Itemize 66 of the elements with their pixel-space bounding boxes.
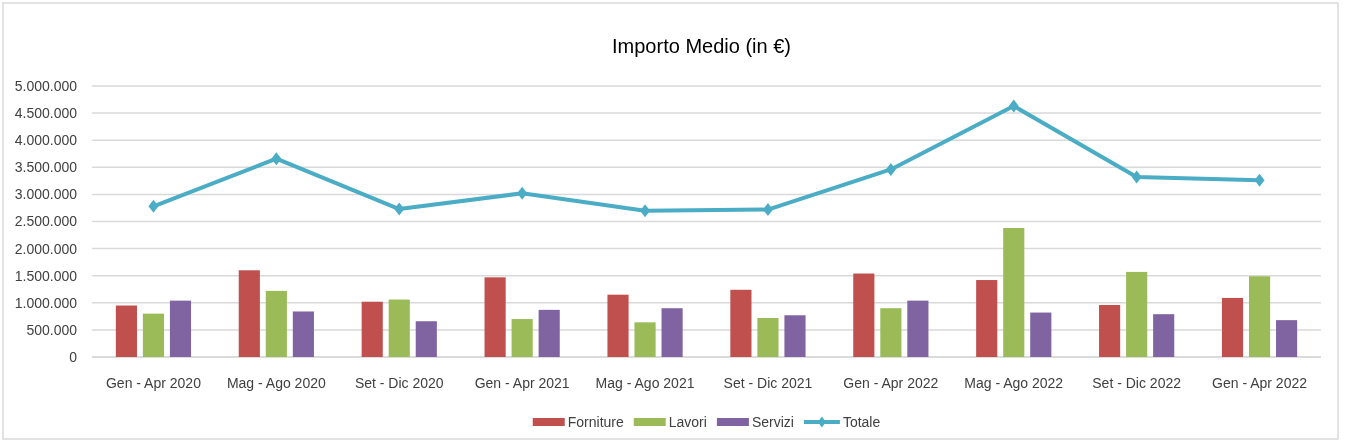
y-tick-label: 5.000.000: [14, 77, 78, 94]
bar: [1221, 297, 1244, 357]
bar: [1248, 276, 1271, 357]
bar: [853, 273, 875, 357]
bar: [976, 280, 998, 357]
y-tick-label: 3.000.000: [14, 186, 78, 203]
bar: [115, 305, 137, 357]
y-tick-label: 0: [69, 348, 78, 365]
y-tick-label: 1.000.000: [14, 294, 78, 311]
bar: [1099, 304, 1121, 357]
bar: [1126, 271, 1148, 357]
y-tick-label: 3.500.000: [14, 159, 78, 176]
y-tick-label: 4.500.000: [14, 105, 78, 121]
bar: [634, 322, 656, 357]
x-tick-label: Gen - Apr 2020: [105, 375, 202, 391]
point: [1254, 173, 1265, 187]
bar: [661, 308, 683, 357]
bar: [784, 315, 806, 357]
legend-label: Servizi: [751, 413, 794, 430]
x-tick-label: Gen - Apr 2021: [474, 375, 570, 391]
y-tick-label: 500.000: [26, 321, 78, 338]
bar: [1276, 320, 1298, 357]
y-tick-label: 2.500.000: [14, 213, 78, 230]
x-tick-label: Set - Dic 2020: [354, 375, 444, 391]
bar: [292, 311, 314, 357]
legend-label: Totale: [842, 413, 881, 430]
x-tick-label: Gen - Apr 2022: [1212, 375, 1308, 391]
bar: [730, 289, 752, 357]
chart-title: Importo Medio (in €): [612, 35, 791, 57]
point: [271, 152, 282, 166]
bar: [907, 300, 929, 357]
y-tick-label: 4.000.000: [14, 132, 78, 149]
point: [148, 199, 159, 213]
point: [1131, 170, 1142, 184]
bar: [169, 300, 192, 357]
bar: [1153, 314, 1175, 357]
bar: [607, 294, 629, 357]
bar: [265, 290, 287, 357]
x-tick-label: Set - Dic 2021: [723, 375, 813, 391]
point: [762, 203, 773, 217]
x-tick-label: Gen - Apr 2022: [843, 375, 939, 391]
x-tick-label: Set - Dic 2022: [1092, 375, 1182, 391]
point: [394, 202, 405, 216]
bar: [142, 313, 165, 357]
x-tick-label: Mag - Ago 2022: [964, 375, 1064, 391]
point: [517, 186, 528, 200]
point: [1008, 99, 1019, 113]
bar: [484, 277, 506, 357]
bar: [361, 301, 383, 357]
x-tick-label: Mag - Ago 2021: [595, 375, 695, 391]
point: [885, 162, 896, 176]
point: [640, 204, 651, 218]
bar: [880, 308, 902, 357]
bar: [1030, 312, 1052, 357]
bar: [388, 299, 410, 357]
bar: [511, 319, 533, 357]
bar: [538, 309, 560, 357]
legend-label: Forniture: [567, 413, 624, 430]
y-tick-label: 1.500.000: [14, 267, 78, 284]
bar: [1003, 228, 1025, 357]
bar: [238, 270, 260, 357]
bar: [415, 321, 437, 357]
y-tick-label: 2.000.000: [14, 240, 78, 257]
x-tick-label: Mag - Ago 2020: [226, 375, 326, 391]
bar: [757, 317, 779, 357]
legend-label: Lavori: [668, 413, 707, 430]
